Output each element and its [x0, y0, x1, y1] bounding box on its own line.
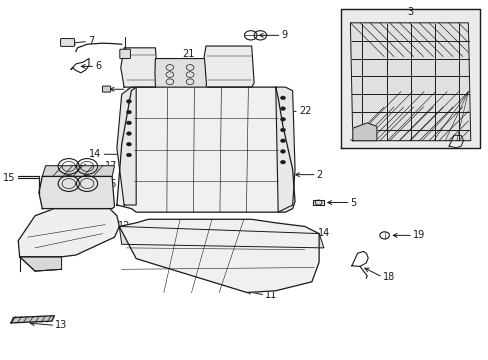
Text: 17: 17 [104, 161, 117, 171]
Polygon shape [340, 9, 479, 148]
Circle shape [280, 150, 285, 153]
Circle shape [126, 132, 131, 135]
FancyBboxPatch shape [61, 39, 74, 46]
Text: 4: 4 [126, 84, 132, 94]
Polygon shape [313, 201, 323, 204]
Text: 2: 2 [316, 170, 322, 180]
Text: 18: 18 [382, 272, 394, 282]
Text: 10: 10 [142, 251, 154, 261]
Circle shape [126, 143, 131, 146]
Polygon shape [119, 219, 319, 293]
Circle shape [126, 111, 131, 114]
Polygon shape [119, 226, 323, 248]
Circle shape [280, 96, 285, 100]
Polygon shape [18, 208, 119, 257]
Text: 1: 1 [212, 235, 218, 246]
Polygon shape [202, 46, 254, 87]
Circle shape [280, 160, 285, 164]
Polygon shape [350, 23, 470, 141]
Text: 11: 11 [264, 290, 277, 300]
FancyBboxPatch shape [102, 86, 110, 92]
Text: 3: 3 [407, 7, 413, 17]
Polygon shape [11, 316, 54, 323]
FancyBboxPatch shape [120, 49, 130, 59]
Circle shape [280, 128, 285, 132]
Circle shape [126, 121, 131, 125]
Circle shape [280, 139, 285, 143]
Text: 22: 22 [298, 107, 311, 116]
Circle shape [126, 153, 131, 157]
Polygon shape [275, 87, 294, 212]
Polygon shape [20, 257, 61, 271]
Text: 5: 5 [350, 198, 356, 207]
Polygon shape [42, 166, 114, 176]
Text: 21: 21 [182, 49, 194, 59]
Circle shape [280, 117, 285, 121]
Polygon shape [352, 123, 376, 141]
Text: 14: 14 [318, 228, 330, 238]
Text: 20: 20 [131, 92, 143, 102]
Circle shape [126, 100, 131, 103]
Text: 9: 9 [281, 30, 287, 40]
Text: 6: 6 [95, 62, 101, 71]
Polygon shape [117, 87, 294, 212]
Text: 12: 12 [118, 221, 130, 231]
Text: 15: 15 [3, 173, 16, 183]
Text: 8: 8 [130, 62, 136, 71]
Text: 7: 7 [88, 36, 94, 46]
Text: 16: 16 [104, 179, 117, 189]
Text: 14: 14 [89, 149, 102, 159]
Circle shape [280, 107, 285, 111]
Polygon shape [117, 87, 136, 205]
Polygon shape [121, 48, 158, 87]
Text: 19: 19 [412, 230, 425, 240]
Text: 13: 13 [55, 320, 67, 330]
Polygon shape [39, 176, 114, 208]
Polygon shape [155, 59, 206, 87]
